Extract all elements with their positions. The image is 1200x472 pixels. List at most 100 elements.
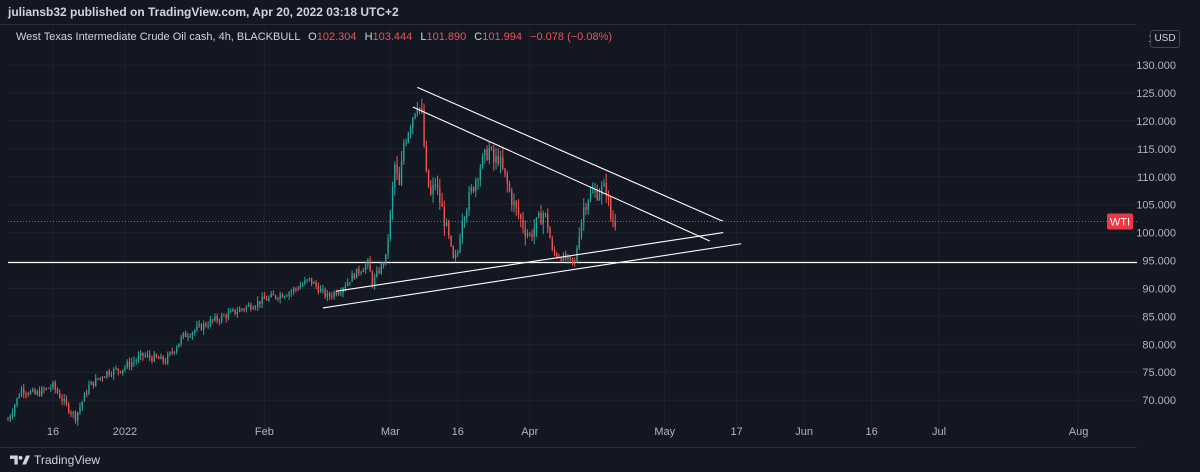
candle-body [331,296,333,298]
candle-body [119,370,122,373]
candle-body [265,299,268,301]
x-tick-label: Jun [795,426,813,438]
candle-body [596,191,598,200]
candle-body [247,304,250,307]
candle-body [274,295,277,299]
candle-body [182,332,185,338]
candle-body [373,276,376,286]
trendline [336,232,724,292]
candle-body [155,354,158,358]
candle-body [448,221,450,236]
candle-body [481,155,484,168]
candle-body [488,147,490,160]
candle-body [515,201,517,208]
candle-body [241,308,243,310]
candle-body [497,155,499,164]
candle-body [324,288,326,297]
candle-body [439,187,441,203]
low-label: L [420,31,427,43]
candle-body [160,356,162,360]
candle-body [362,270,365,272]
candle-body [162,356,164,362]
horizontal-level[interactable]: 94.647 [8,254,1192,271]
symbol-legend: West Texas Intermediate Crude Oil cash, … [16,31,612,43]
candle-body [603,182,605,187]
candle-body [484,149,486,156]
candle-body [376,270,378,277]
open-value: 102.304 [316,31,357,43]
candle-body [369,259,371,272]
candle-body [403,143,405,161]
candle-body [398,172,401,185]
candle-body [335,291,338,295]
currency-button[interactable]: USD [1150,30,1180,48]
candle-body [43,388,45,390]
candle-body [526,233,529,237]
candle-body [139,352,142,356]
candle-body [200,324,203,330]
candle-body [396,164,398,173]
y-tick-label: 125.000 [1136,88,1176,100]
candle-body [304,280,306,285]
candle-body [207,325,209,327]
candle-body [522,218,524,229]
candle-body [223,315,225,317]
candle-body [461,221,463,238]
candle-body [535,217,538,229]
candle-body [245,306,248,310]
candle-body [113,368,115,376]
tradingview-logo[interactable]: TradingView [10,453,100,467]
candle-body [299,285,302,289]
price-chart[interactable]: 94.647 WTI101.994 70.00075.00080.00085.0… [0,24,1200,448]
candle-body [259,301,261,305]
candle-body [20,388,23,397]
candle-body [333,291,335,297]
candle-body [416,107,419,114]
price-axis[interactable]: 70.000 75.000 80.000 85.000 90.000 95.000 100.… [1136,24,1200,448]
candle-body [104,376,106,378]
candle-body [562,254,565,261]
candle-body [610,198,612,220]
candle-body [193,330,196,333]
candle-body [490,147,493,150]
candle-body [74,412,77,421]
candle-body [202,323,205,330]
tradingview-logo-icon [10,455,30,465]
candle-body [232,309,234,311]
candle-body [86,393,88,395]
candle-body [380,263,383,273]
candle-body [495,155,497,163]
trendlines[interactable] [322,86,742,309]
candle-body [115,368,117,370]
candle-body [243,309,245,311]
candle-body [142,352,144,356]
candle-body [594,191,596,193]
candle-body [549,227,551,239]
candle-body [110,374,113,376]
candle-body [268,297,270,301]
candle-body [180,337,182,344]
candle-body [427,170,430,187]
close-label: C [474,31,483,43]
candle-body [441,202,443,207]
candle-body [209,319,212,326]
candle-body [466,210,468,219]
candle-body [405,141,407,144]
candle-body [81,401,83,407]
candle-body [409,127,412,134]
candle-body [583,207,585,222]
candle-body [146,354,149,356]
candle-body [585,207,587,210]
candle-body [133,361,135,363]
candle-body [319,288,322,293]
candle-body [270,293,272,298]
candle-body [38,391,41,396]
time-axis[interactable]: 16 2022 Feb Mar 16 Apr May 17 Jun 16 Jul Aug [47,426,1088,438]
y-tick-label: 110.000 [1137,172,1176,184]
candle-body [189,336,191,338]
y-tick-label: 95.000 [1142,256,1176,268]
candle-body [77,412,79,421]
candle-body [130,362,133,367]
candle-body [517,207,520,216]
candle-body [79,406,81,413]
